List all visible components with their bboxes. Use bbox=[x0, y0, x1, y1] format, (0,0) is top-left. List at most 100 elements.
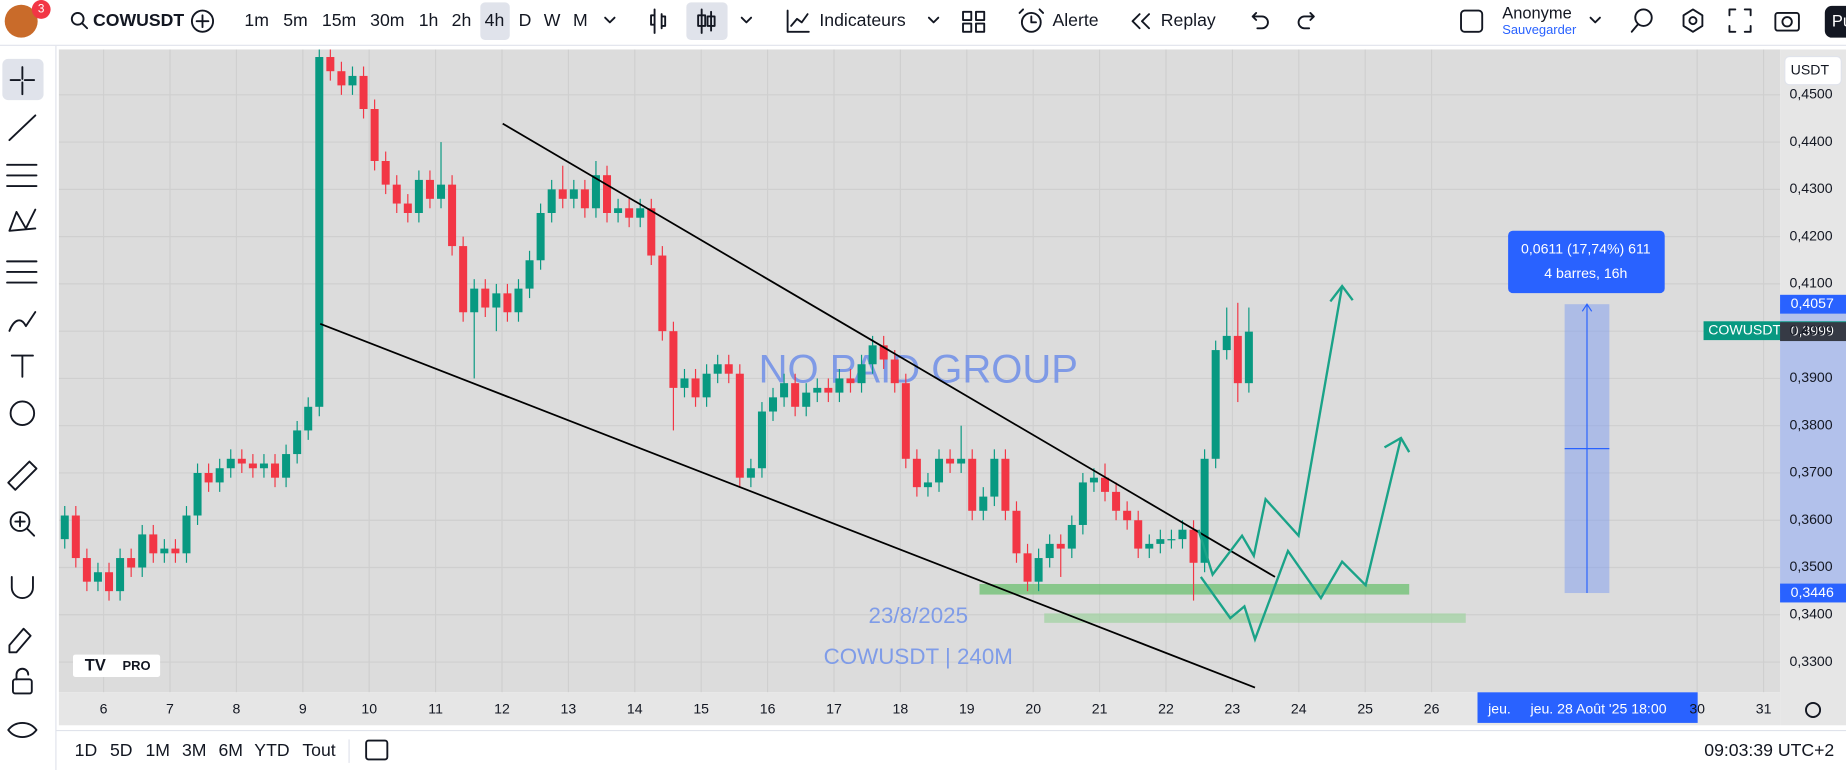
lock-tool bbox=[15, 667, 30, 681]
symbol[interactable]: COWUSDT bbox=[93, 10, 184, 30]
arrow-head bbox=[1383, 436, 1411, 453]
candle-body bbox=[614, 208, 623, 213]
user[interactable]: Anonyme bbox=[1502, 4, 1572, 22]
brush-tool[interactable] bbox=[8, 311, 37, 332]
y-tick-label: 0,3800 bbox=[1789, 416, 1832, 432]
indicators-icon bbox=[786, 9, 810, 33]
alert[interactable]: Alerte bbox=[1053, 10, 1099, 30]
dropdown[interactable] bbox=[927, 16, 940, 24]
interval[interactable]: 2h bbox=[452, 10, 472, 30]
pattern-tool[interactable] bbox=[8, 208, 37, 232]
interval[interactable]: 1h bbox=[419, 10, 439, 30]
publish[interactable]: Pu bbox=[1832, 13, 1846, 31]
range[interactable]: 3M bbox=[182, 740, 207, 760]
cursor-icon bbox=[9, 66, 36, 96]
text-tool[interactable] bbox=[10, 354, 34, 378]
range[interactable]: 1M bbox=[146, 740, 171, 760]
y-tick-label: 0,4400 bbox=[1789, 133, 1832, 149]
interval[interactable]: 30m bbox=[370, 10, 404, 30]
interval[interactable]: M bbox=[573, 10, 588, 30]
price-tag bbox=[1780, 294, 1846, 314]
trendline[interactable] bbox=[502, 122, 1276, 578]
candle-body bbox=[459, 246, 468, 313]
indicators[interactable]: Indicateurs bbox=[819, 10, 905, 30]
candle-body bbox=[813, 387, 822, 393]
axis-settings[interactable] bbox=[1805, 701, 1822, 718]
candle-body bbox=[957, 458, 966, 464]
fullscreen[interactable] bbox=[1728, 8, 1752, 33]
projection-arrow[interactable] bbox=[1199, 437, 1403, 643]
candle-body bbox=[514, 288, 523, 313]
candle-body bbox=[536, 212, 545, 261]
draw-mode[interactable] bbox=[8, 627, 32, 654]
dropdown[interactable] bbox=[604, 16, 616, 24]
candle-body bbox=[1067, 524, 1076, 549]
candle-body bbox=[193, 472, 202, 516]
go-to-date[interactable] bbox=[365, 739, 389, 761]
save-icon[interactable] bbox=[1460, 9, 1484, 33]
candle-body bbox=[448, 184, 457, 247]
save[interactable]: Sauvegarder bbox=[1502, 22, 1577, 37]
projection-arrow[interactable] bbox=[1197, 285, 1344, 578]
range[interactable]: YTD bbox=[254, 740, 289, 760]
lock-tool[interactable] bbox=[12, 678, 33, 695]
range[interactable]: 6M bbox=[218, 740, 243, 760]
projection-tool[interactable] bbox=[6, 260, 38, 284]
candle-body bbox=[946, 458, 955, 464]
fib-tool[interactable] bbox=[6, 163, 38, 187]
badge-count: 3 bbox=[38, 3, 45, 16]
add-symbol[interactable] bbox=[190, 9, 215, 33]
candle-body bbox=[746, 468, 755, 478]
ruler-tool[interactable] bbox=[7, 460, 38, 491]
candle-body bbox=[337, 71, 346, 86]
candle-body bbox=[769, 397, 778, 412]
dropdown[interactable] bbox=[1589, 16, 1601, 24]
redo[interactable] bbox=[1297, 12, 1315, 30]
undo[interactable] bbox=[1251, 12, 1269, 30]
visibility-tool[interactable] bbox=[7, 721, 38, 738]
interval[interactable]: 1m bbox=[244, 10, 269, 30]
candle-body bbox=[558, 189, 567, 199]
settings[interactable] bbox=[1682, 8, 1704, 33]
trendline-tool[interactable] bbox=[8, 114, 37, 142]
range[interactable]: 1D bbox=[75, 740, 98, 760]
measure-arrow bbox=[1581, 303, 1593, 312]
dropdown[interactable] bbox=[740, 16, 753, 24]
interval[interactable]: 15m bbox=[322, 10, 356, 30]
active-interval bbox=[480, 2, 510, 41]
currency-button[interactable] bbox=[1784, 55, 1842, 86]
zoom-tool[interactable] bbox=[9, 511, 31, 532]
replay[interactable]: Replay bbox=[1161, 10, 1216, 30]
y-tick-label: 0,3300 bbox=[1789, 653, 1832, 669]
interval[interactable]: D bbox=[519, 10, 532, 30]
range[interactable]: 5D bbox=[110, 740, 133, 760]
price-tag-label: 0,4057 bbox=[1791, 295, 1834, 311]
interval[interactable]: 5m bbox=[283, 10, 308, 30]
snapshot[interactable] bbox=[1774, 12, 1800, 32]
interval[interactable]: 4h bbox=[485, 10, 505, 30]
candle-body bbox=[1001, 458, 1010, 511]
candle-body bbox=[868, 345, 877, 365]
measure-range-axis bbox=[1780, 304, 1846, 594]
publish-button[interactable] bbox=[1824, 5, 1846, 38]
badge bbox=[31, 0, 51, 19]
candle-body bbox=[1112, 491, 1121, 511]
quick-search[interactable] bbox=[1634, 8, 1653, 27]
candle-body bbox=[271, 463, 280, 478]
magnet-tool[interactable] bbox=[10, 575, 34, 599]
y-tick-label: 0,4100 bbox=[1789, 275, 1832, 291]
candle-body bbox=[359, 75, 368, 110]
candle-body bbox=[492, 293, 501, 308]
emoji-tool[interactable] bbox=[9, 400, 36, 426]
range[interactable]: Tout bbox=[302, 740, 335, 760]
bars-icon[interactable] bbox=[650, 8, 667, 34]
candle-body bbox=[182, 515, 191, 554]
candle-body bbox=[116, 558, 125, 592]
layouts[interactable] bbox=[962, 10, 986, 33]
x-tick-label: 15 bbox=[693, 701, 709, 717]
trendline[interactable] bbox=[319, 322, 1256, 689]
avatar[interactable] bbox=[4, 4, 38, 38]
candle-body bbox=[890, 359, 899, 384]
interval[interactable]: W bbox=[544, 10, 561, 30]
candle-body bbox=[481, 288, 490, 308]
